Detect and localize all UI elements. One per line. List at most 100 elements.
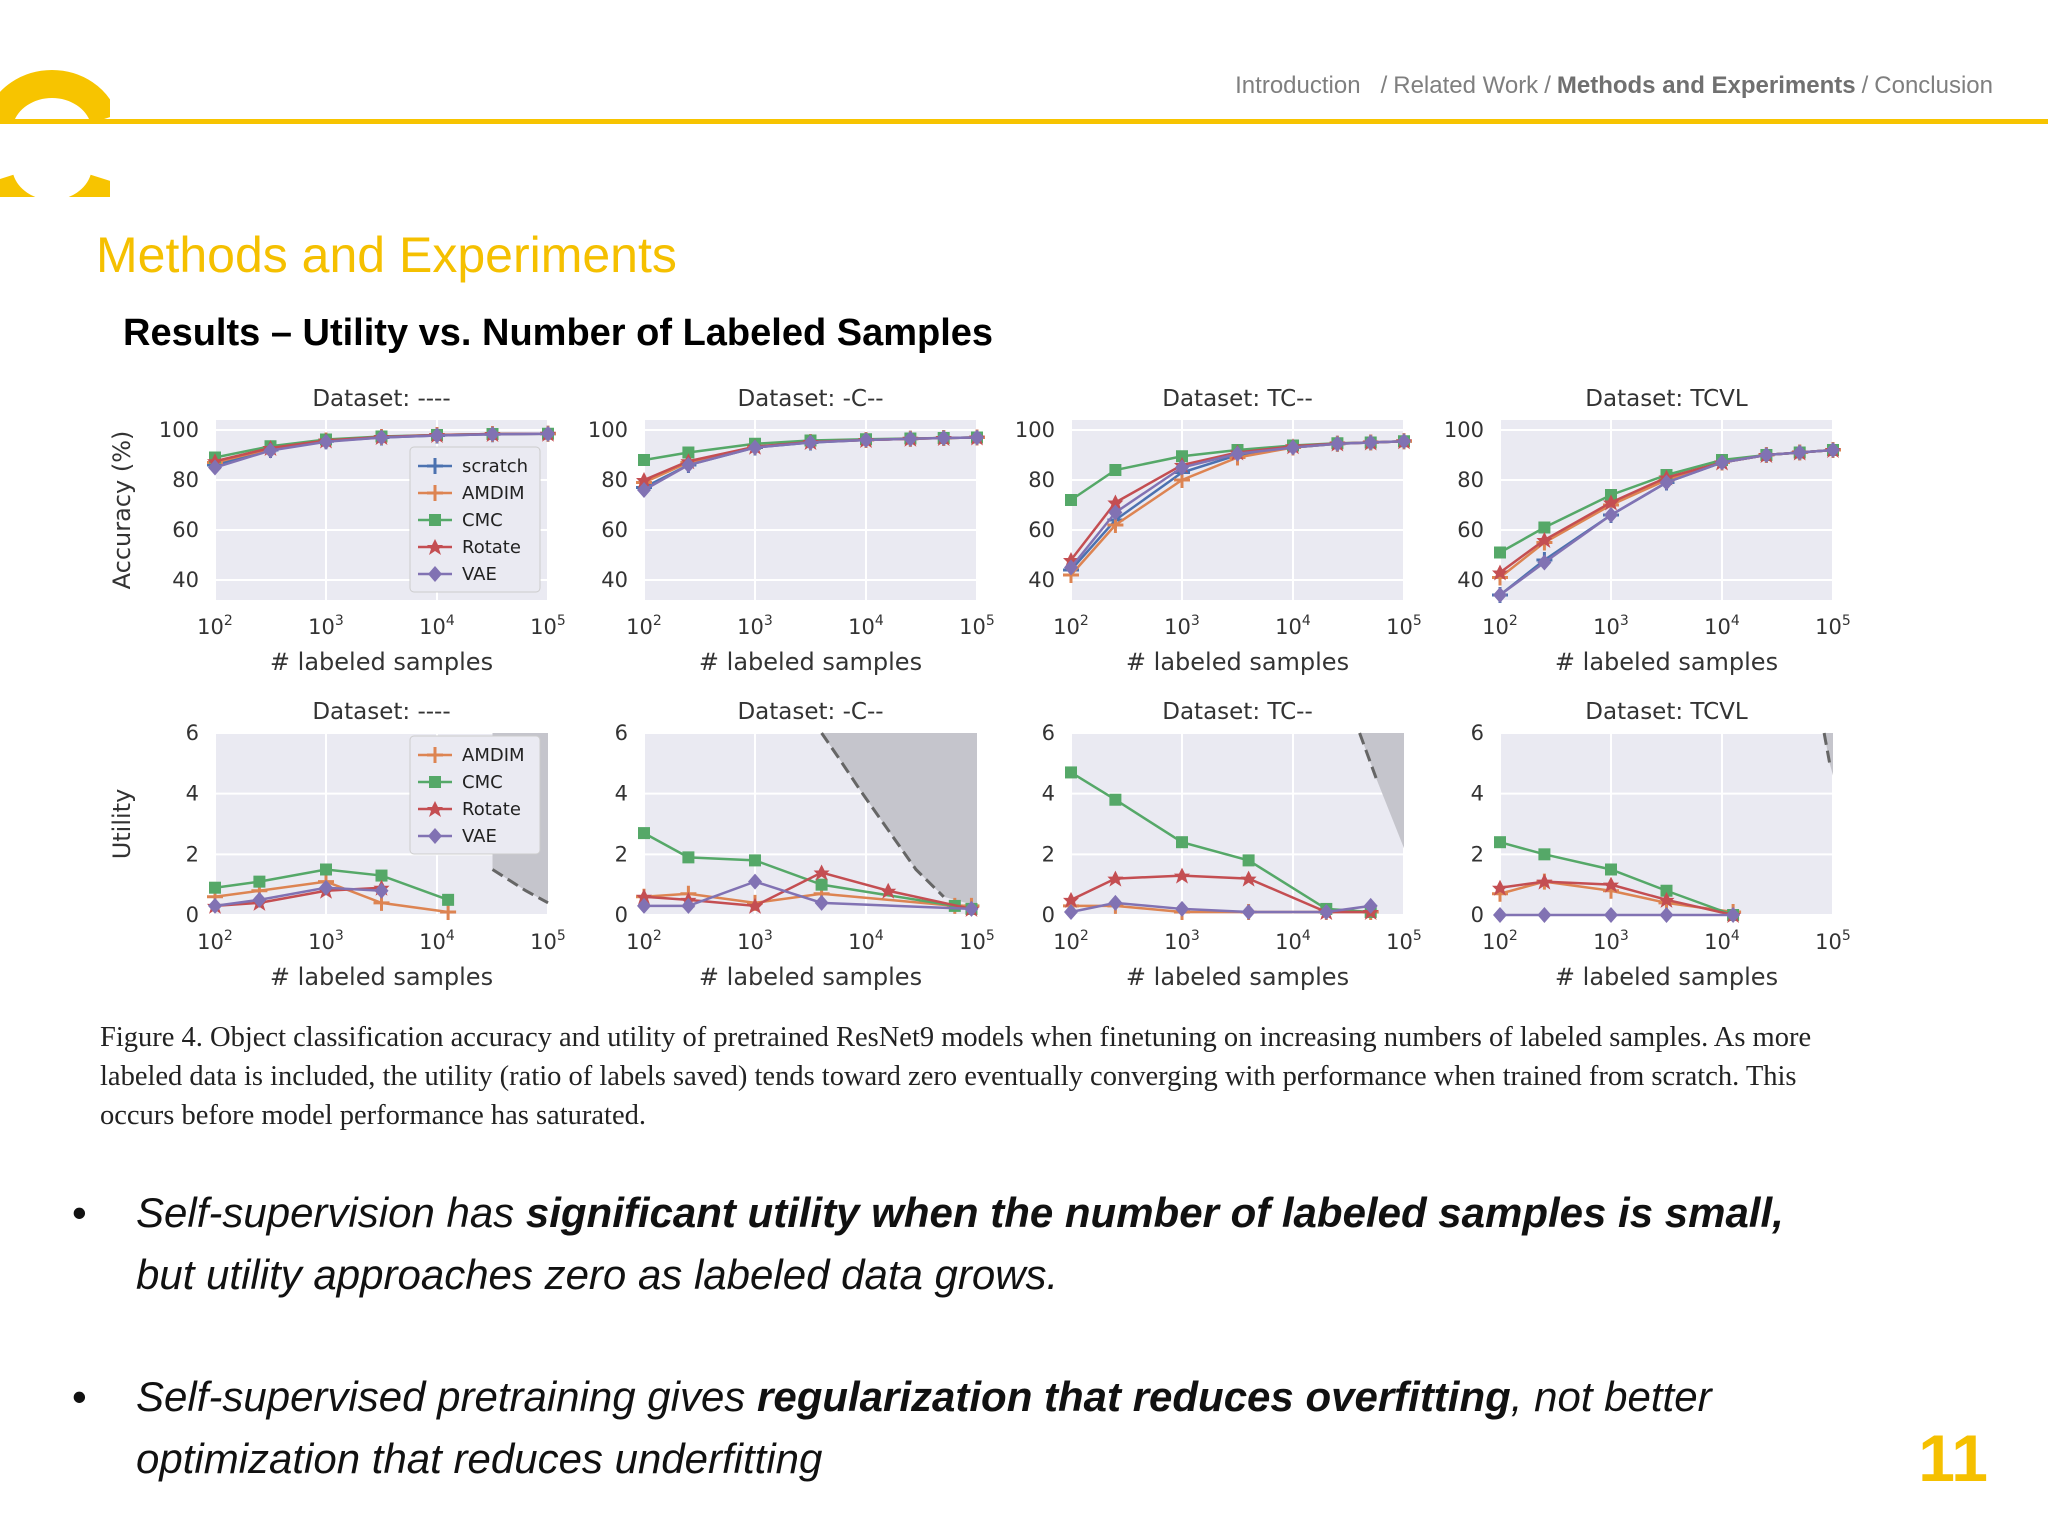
subplot-title: Dataset: TCVL <box>1585 386 1748 412</box>
marker-rotate <box>1492 879 1508 896</box>
legend-box <box>409 446 541 593</box>
x-tick-label: 104 <box>1275 613 1311 639</box>
bullet-utility: • Self-supervision has significant utili… <box>72 1182 1822 1306</box>
bullet-regularization: • Self-supervised pretraining gives regu… <box>72 1366 1822 1490</box>
marker-vae <box>319 433 333 450</box>
nav-separator: / <box>1861 72 1869 99</box>
subplot-utility-4: Dataset: TCVL 0 2 4 6 102 103 104 105 # labeled s… <box>1471 699 1851 991</box>
marker-vae <box>1537 554 1552 571</box>
marker-rotate <box>427 801 443 817</box>
marker-cmc <box>682 851 695 864</box>
x-tick-label: 102 <box>1482 613 1518 639</box>
y-tick-label: 2 <box>1042 842 1055 866</box>
x-tick-exponent: 4 <box>1731 613 1740 629</box>
x-tick-label: 104 <box>419 613 455 639</box>
marker-vae <box>263 442 278 459</box>
x-tick-exponent: 3 <box>1191 928 1200 944</box>
marker-vae <box>681 897 696 914</box>
x-axis-label: # labeled samples <box>1555 648 1778 676</box>
marker-vae <box>859 432 873 448</box>
marker-rotate <box>1658 891 1675 908</box>
saturation-region <box>821 733 977 906</box>
x-tick-exponent: 5 <box>557 613 566 629</box>
x-tick-label: 105 <box>530 928 566 954</box>
x-tick-label: 104 <box>1704 928 1740 954</box>
marker-cmc <box>1538 848 1551 861</box>
x-tick-label: 103 <box>737 928 773 954</box>
x-tick-exponent: 3 <box>764 613 773 629</box>
y-tick-label: 0 <box>1042 903 1055 927</box>
marker-vae <box>936 430 951 446</box>
marker-rotate <box>427 539 443 555</box>
x-tick-label: 102 <box>1482 928 1518 954</box>
marker-cmc <box>1065 494 1077 506</box>
marker-cmc <box>1065 766 1077 779</box>
x-tick-exponent: 5 <box>1842 613 1851 629</box>
x-tick-label: 104 <box>1704 613 1740 639</box>
legend-box <box>409 735 541 855</box>
x-tick-exponent: 5 <box>1413 613 1422 629</box>
x-tick-exponent: 2 <box>224 613 233 629</box>
marker-amdim <box>427 747 443 763</box>
x-tick-label: 105 <box>959 928 995 954</box>
marker-vae <box>374 882 389 899</box>
marker-vae <box>1826 442 1840 458</box>
subplot-title: Dataset: -C-- <box>737 386 883 412</box>
y-axis-label: Accuracy (%) <box>108 431 136 590</box>
marker-vae <box>1064 559 1078 576</box>
y-tick-label: 6 <box>1042 721 1055 745</box>
subplot-accuracy-2: Dataset: -C-- 40 60 80 100 102 103 104 105 # labe… <box>588 386 995 676</box>
marker-vae <box>1363 434 1378 451</box>
marker-cmc <box>1538 521 1551 534</box>
x-tick-exponent: 5 <box>1842 928 1851 944</box>
marker-rotate <box>1240 870 1257 887</box>
marker-vae <box>208 897 222 914</box>
legend-label: Rotate <box>462 799 521 820</box>
marker-rotate <box>1063 891 1079 908</box>
marker-vae <box>1241 903 1256 920</box>
marker-cmc <box>320 863 332 876</box>
slide-subtitle: Results – Utility vs. Number of Labeled … <box>123 312 994 354</box>
marker-vae <box>637 482 651 498</box>
y-tick-label: 0 <box>1471 903 1484 927</box>
x-tick-label: 103 <box>1593 928 1629 954</box>
marker-cmc <box>209 881 221 894</box>
marker-cmc <box>1109 464 1122 476</box>
y-tick-label: 60 <box>1457 518 1484 542</box>
y-tick-label: 80 <box>172 468 199 492</box>
legend-label: CMC <box>462 772 503 793</box>
marker-cmc <box>682 446 695 459</box>
saturation-boundary <box>491 868 549 905</box>
nav-item-conclusion[interactable]: Conclusion <box>1874 72 1993 99</box>
x-tick-label: 105 <box>1815 928 1851 954</box>
marker-rotate <box>1536 532 1553 548</box>
y-tick-label: 100 <box>1015 418 1055 442</box>
marker-cmc <box>638 827 650 840</box>
x-tick-exponent: 4 <box>1302 928 1311 944</box>
marker-vae <box>1604 907 1618 923</box>
logo-icon <box>0 70 110 197</box>
marker-rotate <box>1536 873 1553 890</box>
x-tick-label: 102 <box>626 928 662 954</box>
marker-cmc <box>442 893 455 906</box>
marker-vae <box>428 566 442 582</box>
x-tick-exponent: 4 <box>875 613 884 629</box>
nav-item-related-work[interactable]: Related Work <box>1393 72 1539 99</box>
marker-vae <box>970 429 984 446</box>
legend: scratch AMDIM CMC Rotate VAE <box>409 446 541 593</box>
marker-vae <box>485 426 500 443</box>
x-tick-exponent: 3 <box>1191 613 1200 629</box>
legend-label: scratch <box>462 456 528 477</box>
marker-vae <box>803 434 818 451</box>
x-axis-label: # labeled samples <box>699 963 922 991</box>
marker-rotate <box>1107 870 1124 887</box>
x-tick-exponent: 3 <box>1620 613 1629 629</box>
x-tick-exponent: 3 <box>1620 928 1629 944</box>
y-tick-label: 0 <box>186 903 199 927</box>
nav-item-methods[interactable]: Methods and Experiments <box>1556 72 1856 99</box>
plot-area <box>1500 733 1833 915</box>
nav-item-introduction[interactable]: Introduction <box>1235 72 1361 99</box>
marker-vae <box>1175 459 1189 476</box>
y-tick-label: 4 <box>1042 782 1055 806</box>
marker-vae <box>1330 435 1345 452</box>
